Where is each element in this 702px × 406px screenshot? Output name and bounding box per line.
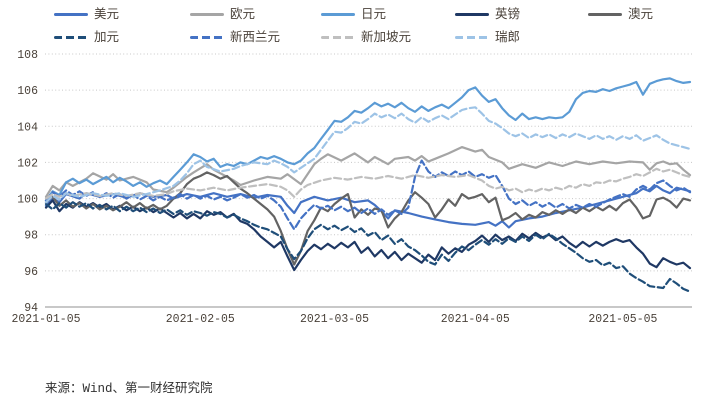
series-line-aud: [44, 171, 692, 266]
y-tick-label-98: 98: [24, 230, 38, 243]
y-tick-label-102: 102: [17, 157, 38, 170]
legend-label-eur: 欧元: [230, 7, 256, 21]
y-tick-label-106: 106: [17, 85, 38, 98]
legend-item-jpy: 日元: [321, 7, 386, 22]
chart-legend: 美元 欧元 日元 英镑 澳元加元 新西兰元 新加坡元 瑞郎: [0, 0, 702, 48]
y-tick-label-96: 96: [24, 266, 38, 279]
legend-item-nzd: 新西兰元: [190, 30, 280, 45]
legend-label-cad: 加元: [94, 30, 120, 44]
series-line-nzd: [44, 159, 692, 231]
legend-item-cad: 加元: [54, 30, 119, 45]
legend-swatch-gbp: [455, 13, 489, 16]
series-line-sgd: [44, 167, 692, 200]
legend-swatch-nzd: [190, 36, 224, 39]
legend-swatch-eur: [190, 13, 224, 16]
legend-label-aud: 澳元: [628, 7, 654, 21]
legend-item-aud: 澳元: [588, 7, 653, 22]
legend-label-gbp: 英镑: [495, 7, 521, 21]
x-tick-label-4: 2021-05-05: [588, 313, 657, 326]
series-line-gbp: [44, 199, 692, 272]
legend-item-sgd: 新加坡元: [321, 30, 411, 45]
y-tick-label-94: 94: [24, 302, 38, 315]
legend-label-sgd: 新加坡元: [361, 30, 412, 44]
legend-swatch-cad: [54, 36, 88, 39]
x-tick-label-0: 2021-01-05: [11, 313, 80, 326]
y-tick-label-108: 108: [17, 49, 38, 62]
series-line-chf: [44, 106, 692, 204]
legend-swatch-jpy: [321, 13, 355, 16]
legend-swatch-chf: [455, 36, 489, 39]
x-tick-label-2: 2021-03-05: [300, 313, 369, 326]
y-tick-label-104: 104: [17, 121, 38, 134]
series-line-usd: [44, 184, 692, 229]
legend-item-gbp: 英镑: [455, 7, 520, 22]
legend-swatch-usd: [54, 13, 88, 16]
legend-item-usd: 美元: [54, 7, 119, 22]
source-note: 来源：Wind、第一财经研究院: [45, 382, 213, 396]
legend-label-chf: 瑞郎: [495, 30, 521, 44]
legend-swatch-sgd: [321, 36, 355, 39]
legend-label-nzd: 新西兰元: [230, 30, 281, 44]
series-line-jpy: [44, 77, 692, 202]
legend-label-jpy: 日元: [361, 7, 387, 21]
legend-swatch-aud: [588, 13, 622, 16]
y-tick-label-100: 100: [17, 194, 38, 207]
legend-label-usd: 美元: [94, 7, 120, 21]
legend-item-eur: 欧元: [190, 7, 255, 22]
series-line-eur: [44, 146, 692, 198]
legend-item-chf: 瑞郎: [455, 30, 520, 45]
series-line-cad: [44, 201, 692, 293]
x-tick-label-3: 2021-04-05: [441, 313, 510, 326]
x-tick-label-1: 2021-02-05: [166, 313, 235, 326]
